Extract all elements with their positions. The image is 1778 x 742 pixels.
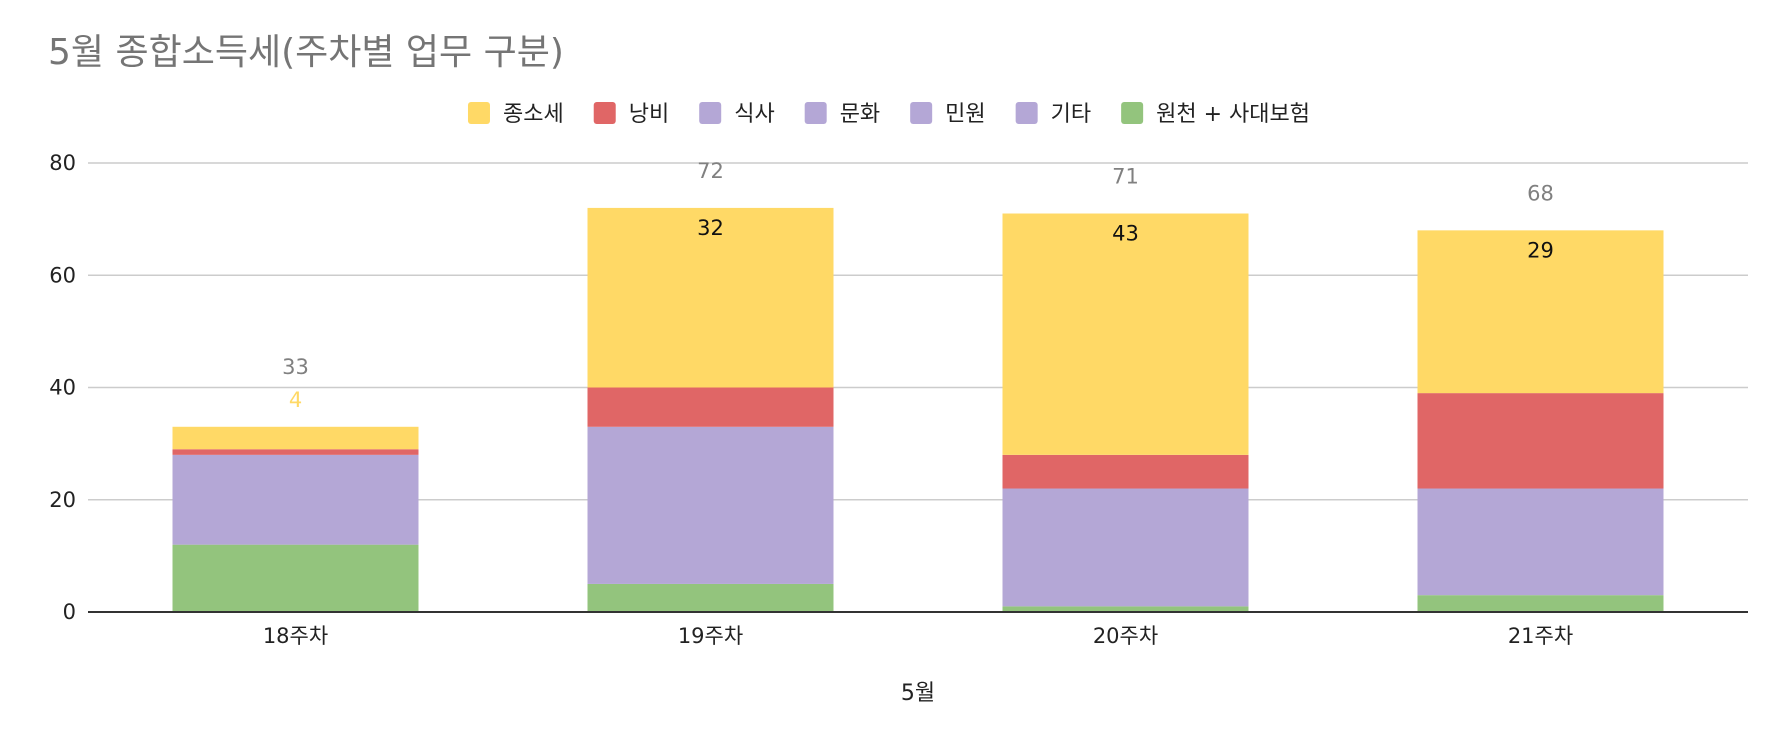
data-label: 4	[289, 388, 302, 412]
bar-segment	[1002, 606, 1249, 612]
bar-segment	[1002, 213, 1249, 455]
bar-segment	[1002, 454, 1249, 489]
bar-segment	[172, 426, 419, 450]
legend-swatch	[699, 102, 722, 124]
y-tick-label: 0	[63, 600, 76, 624]
legend-label: 민원	[945, 102, 985, 127]
y-tick-label: 20	[49, 488, 76, 512]
chart-title: 5월 종합소득세(주차별 업무 구분)	[48, 32, 564, 73]
total-label: 33	[282, 355, 309, 379]
bars	[172, 207, 1664, 612]
y-tick-label: 40	[49, 376, 76, 400]
legend-label: 종소세	[503, 102, 564, 127]
x-tick-label: 19주차	[678, 624, 743, 648]
total-label: 72	[697, 159, 724, 183]
y-tick-label: 60	[49, 263, 76, 287]
y-axis-ticks: 0 20 40 60 80	[49, 151, 76, 624]
data-label: 29	[1527, 238, 1554, 262]
bar-segment	[172, 449, 419, 455]
legend-label: 문화	[840, 102, 880, 127]
bar-segment	[1417, 230, 1664, 394]
bar-segment	[172, 544, 419, 612]
legend-swatch	[593, 102, 616, 124]
x-tick-label: 18주차	[263, 624, 328, 648]
legend-swatch	[804, 102, 827, 124]
bar-segment	[1417, 393, 1664, 489]
data-labels: 4 33 32 72 43 71 29 68	[282, 159, 1554, 412]
legend: 종소세 낭비 식사 문화 민원 기타 원천 + 사대보험	[467, 102, 1310, 127]
bar-segment	[172, 454, 419, 545]
data-label: 43	[1112, 222, 1139, 246]
legend-label: 원천 + 사대보험	[1156, 102, 1310, 127]
legend-swatch	[910, 102, 933, 124]
x-tick-label: 20주차	[1093, 624, 1158, 648]
y-tick-label: 80	[49, 151, 76, 175]
data-label: 32	[697, 216, 724, 240]
legend-label: 기타	[1051, 102, 1091, 127]
legend-label: 식사	[734, 102, 774, 127]
legend-swatch	[1015, 102, 1038, 124]
legend-label: 낭비	[629, 102, 669, 127]
total-label: 71	[1112, 165, 1139, 189]
bar-segment	[1417, 488, 1664, 596]
bar-segment	[1002, 488, 1249, 607]
bar-segment	[587, 426, 834, 584]
bar-segment	[587, 583, 834, 612]
x-axis-ticks: 18주차 19주차 20주차 21주차	[263, 624, 1573, 648]
bar-segment	[587, 387, 834, 427]
total-label: 68	[1527, 181, 1554, 205]
x-tick-label: 21주차	[1508, 624, 1573, 648]
legend-swatch	[467, 102, 490, 124]
legend-swatch	[1121, 102, 1144, 124]
bar-segment	[587, 207, 834, 388]
bar-segment	[1417, 595, 1664, 612]
x-axis-title: 5월	[901, 681, 935, 706]
